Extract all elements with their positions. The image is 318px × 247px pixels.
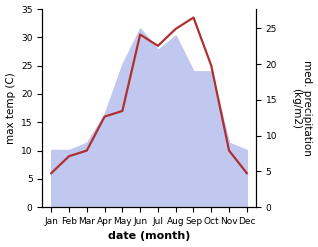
Y-axis label: max temp (C): max temp (C) [5, 72, 16, 144]
Y-axis label: med. precipitation
(kg/m2): med. precipitation (kg/m2) [291, 60, 313, 156]
X-axis label: date (month): date (month) [108, 231, 190, 242]
